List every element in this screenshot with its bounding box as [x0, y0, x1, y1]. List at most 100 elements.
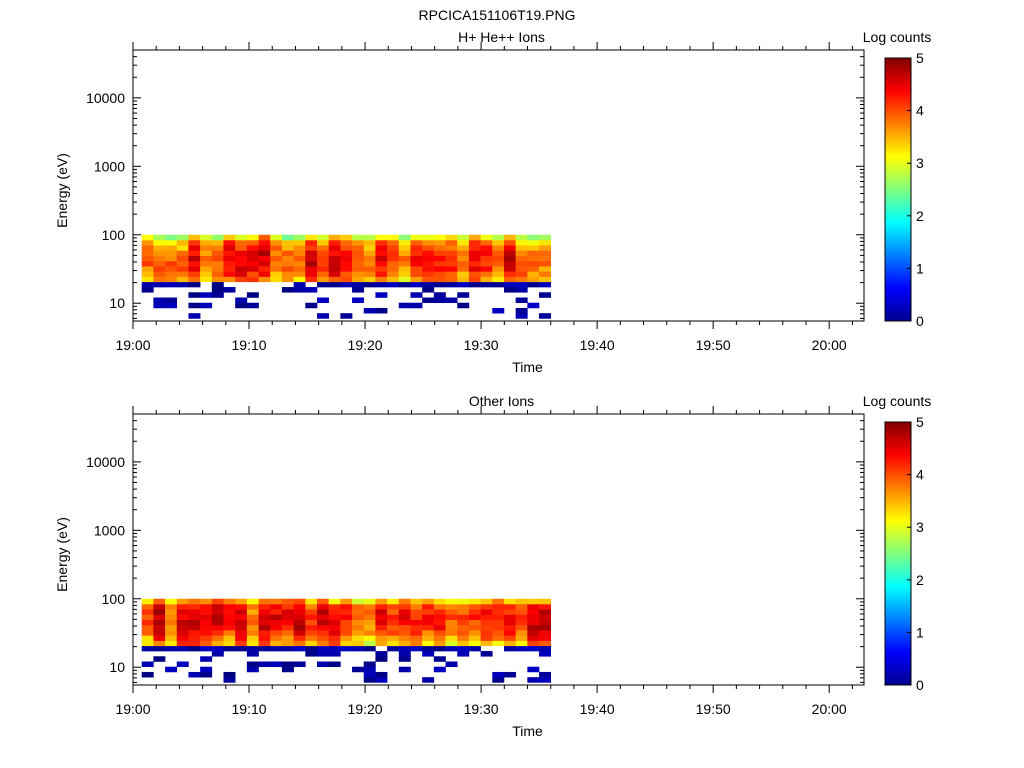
spectrogram-cell	[515, 307, 528, 314]
spectrogram-cell	[200, 624, 213, 631]
spectrogram-cell	[468, 645, 481, 652]
spectrogram-cell	[433, 645, 446, 652]
spectrogram-cell	[422, 271, 435, 277]
spectrogram-cell	[165, 635, 178, 641]
spectrogram-cell	[492, 271, 505, 277]
spectrogram-cell	[387, 609, 400, 615]
y-axis-label: Energy (eV)	[54, 153, 70, 228]
spectrogram-cell	[165, 640, 178, 647]
spectrogram-cell	[200, 271, 213, 277]
x-tick-label: 19:20	[348, 337, 383, 353]
spectrogram-cell	[188, 245, 201, 251]
spectrogram-cell	[235, 234, 248, 241]
spectrogram-cell	[515, 619, 528, 626]
spectrogram-cell	[527, 255, 540, 262]
spectrogram-cell	[200, 609, 213, 615]
spectrogram-cell	[328, 598, 341, 605]
spectrogram-cell	[445, 255, 458, 262]
spectrogram-cell	[352, 640, 365, 647]
spectrogram-cell	[527, 271, 540, 277]
spectrogram-cell	[422, 234, 435, 241]
spectrogram-cell	[375, 250, 388, 256]
spectrogram-cell	[153, 297, 166, 304]
spectrogram-cell	[223, 619, 236, 626]
x-axis-label: Time	[512, 723, 543, 739]
spectrogram-cell	[258, 619, 271, 626]
spectrogram-cell	[153, 640, 166, 647]
spectrogram-cell	[200, 292, 213, 298]
spectrogram-cell	[246, 603, 259, 610]
spectrogram-cell	[316, 603, 329, 610]
spectrogram-cell	[246, 260, 259, 267]
spectrogram-cell	[258, 624, 271, 631]
spectrogram-cell	[176, 624, 189, 631]
spectrogram-cell	[445, 239, 458, 246]
spectrogram-cell	[246, 266, 259, 272]
spectrogram-cell	[492, 281, 505, 288]
spectrogram-cell	[457, 234, 470, 241]
spectrogram-cell	[200, 614, 213, 620]
spectrogram-cell	[235, 640, 248, 647]
spectrogram-cell	[176, 661, 189, 668]
spectrogram-cell	[316, 614, 329, 620]
spectrogram-cell	[352, 287, 365, 293]
spectrogram-cell	[235, 245, 248, 251]
spectrogram-cell	[223, 245, 236, 251]
spectrogram-cell	[445, 266, 458, 272]
spectrogram-cell	[480, 640, 493, 647]
spectrogram-cell	[223, 276, 236, 283]
spectrogram-cell	[352, 614, 365, 620]
spectrogram-cell	[363, 619, 376, 626]
spectrogram-cell	[515, 276, 528, 283]
spectrogram-cell	[141, 640, 154, 647]
spectrogram-cell	[316, 266, 329, 272]
spectrogram-cell	[141, 250, 154, 256]
spectrogram-cell	[468, 271, 481, 277]
spectrogram-cell	[270, 624, 283, 631]
spectrogram-cell	[235, 266, 248, 272]
spectrogram-cell	[445, 598, 458, 605]
spectrogram-cell	[328, 619, 341, 626]
spectrogram-cell	[293, 234, 306, 241]
spectrogram-cell	[515, 271, 528, 277]
spectrogram-cell	[328, 645, 341, 652]
spectrogram-cell	[352, 239, 365, 246]
spectrogram-cell	[422, 287, 435, 293]
spectrogram-cell	[422, 260, 435, 267]
y-tick-label: 1000	[94, 522, 125, 538]
spectrogram-cell	[328, 255, 341, 262]
spectrogram-cell	[539, 234, 552, 241]
spectrogram-cell	[503, 245, 516, 251]
spectrogram-cell	[433, 276, 446, 283]
spectrogram-cell	[445, 630, 458, 636]
spectrogram-cell	[246, 234, 259, 241]
spectrogram-cell	[503, 255, 516, 262]
spectrogram-cell	[457, 603, 470, 610]
spectrogram-cell	[258, 276, 271, 283]
spectrogram-cell	[258, 239, 271, 246]
spectrogram-cell	[410, 271, 423, 277]
spectrogram-cell	[141, 276, 154, 283]
spectrogram-cell	[270, 619, 283, 626]
spectrogram-cell	[188, 635, 201, 641]
spectrogram-cell	[492, 635, 505, 641]
spectrogram-cell	[387, 635, 400, 641]
spectrogram-cell	[539, 677, 552, 683]
spectrogram-cell	[363, 603, 376, 610]
spectrogram-cell	[235, 250, 248, 256]
spectrogram-cell	[223, 630, 236, 636]
spectrogram-cell	[492, 603, 505, 610]
spectrogram-cell	[188, 255, 201, 262]
spectrogram-cell	[527, 630, 540, 636]
spectrogram-cell	[503, 276, 516, 283]
spectrogram-cell	[200, 671, 213, 678]
y-tick-label: 10000	[86, 454, 125, 470]
spectrogram-cell	[305, 640, 318, 647]
x-tick-label: 20:00	[812, 337, 847, 353]
spectrogram-cell	[188, 671, 201, 678]
spectrogram-cell	[200, 640, 213, 647]
colorbar-tick-label: 4	[916, 103, 924, 119]
spectrogram-cell	[235, 276, 248, 283]
spectrogram-cell	[433, 292, 446, 298]
